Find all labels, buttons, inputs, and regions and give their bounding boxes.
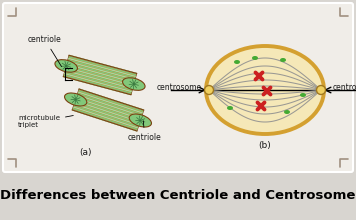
Text: (a): (a) [79, 148, 91, 157]
Ellipse shape [284, 110, 290, 114]
Ellipse shape [227, 106, 233, 110]
Ellipse shape [55, 60, 78, 72]
Ellipse shape [122, 78, 145, 90]
Ellipse shape [300, 93, 306, 97]
Ellipse shape [206, 46, 324, 134]
Text: microtubule
triplet: microtubule triplet [18, 116, 73, 128]
Text: centriole: centriole [128, 121, 162, 142]
Text: Differences between Centriole and Centrosome: Differences between Centriole and Centro… [0, 189, 356, 202]
Ellipse shape [252, 56, 258, 60]
Text: centrosome: centrosome [157, 82, 202, 92]
Polygon shape [63, 55, 137, 95]
Ellipse shape [316, 86, 325, 95]
Ellipse shape [129, 114, 151, 127]
Ellipse shape [280, 58, 286, 62]
Ellipse shape [204, 86, 214, 95]
Ellipse shape [234, 60, 240, 64]
Ellipse shape [64, 93, 87, 106]
Polygon shape [72, 89, 144, 131]
Text: centrosome: centrosome [333, 82, 356, 92]
Text: centriole: centriole [28, 35, 62, 67]
FancyBboxPatch shape [3, 3, 353, 172]
Text: (b): (b) [258, 141, 271, 150]
